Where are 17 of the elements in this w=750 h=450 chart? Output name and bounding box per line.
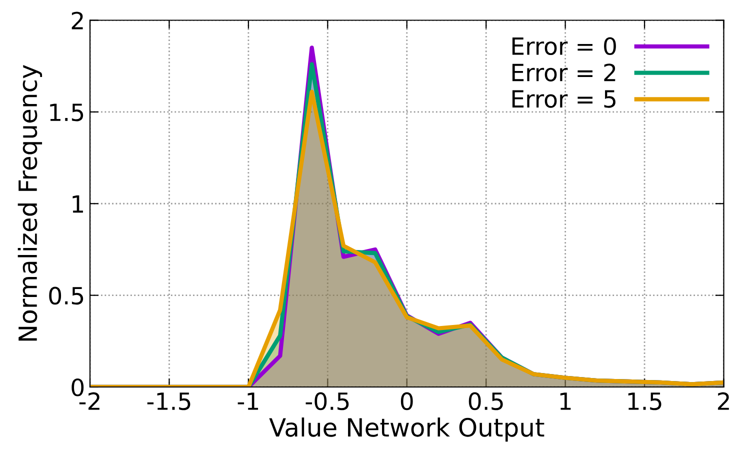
legend-label: Error = 5 bbox=[512, 90, 616, 108]
x-tick-label: -1.5 bbox=[147, 392, 190, 410]
y-tick-label: 1 bbox=[72, 195, 83, 213]
x-tick-label: 0.5 bbox=[468, 392, 503, 410]
legend-label: Error = 2 bbox=[512, 64, 616, 82]
x-tick-label: -0.5 bbox=[306, 392, 349, 410]
x-axis-title: Value Network Output bbox=[269, 417, 544, 442]
x-tick-label: 1 bbox=[560, 392, 571, 410]
x-tick-label: 2 bbox=[718, 392, 729, 410]
legend-label: Error = 0 bbox=[512, 37, 616, 56]
x-tick-label: 1.5 bbox=[628, 392, 662, 410]
x-tick-label: 0 bbox=[400, 392, 413, 410]
y-axis-title: Normalized Frequency bbox=[18, 64, 42, 341]
y-tick-label: 1.5 bbox=[50, 104, 84, 122]
x-tick-label: -1 bbox=[238, 392, 258, 410]
y-tick-label: 2 bbox=[72, 12, 83, 30]
y-tick-label: 0.5 bbox=[49, 286, 84, 305]
